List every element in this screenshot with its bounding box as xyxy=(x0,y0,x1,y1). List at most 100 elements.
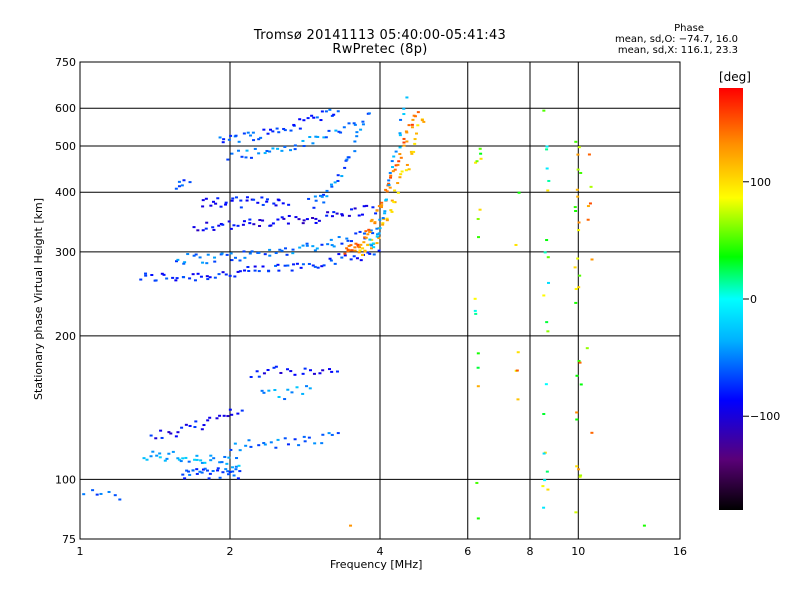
data-point xyxy=(234,465,238,468)
data-point xyxy=(244,156,248,159)
data-point xyxy=(204,227,208,230)
data-point xyxy=(268,150,272,153)
data-point xyxy=(577,468,581,471)
data-point xyxy=(158,452,162,455)
data-point xyxy=(158,456,162,459)
data-point xyxy=(346,250,350,253)
data-point xyxy=(177,458,181,461)
data-point xyxy=(238,270,242,273)
data-point xyxy=(543,479,547,482)
data-point xyxy=(385,219,389,222)
data-point xyxy=(171,276,175,279)
data-point xyxy=(293,148,297,151)
data-point xyxy=(232,224,236,227)
data-point xyxy=(174,279,178,282)
data-point xyxy=(205,275,209,278)
data-point xyxy=(209,454,213,457)
data-point xyxy=(405,163,409,166)
data-point xyxy=(579,383,583,386)
data-point xyxy=(479,152,483,155)
data-point xyxy=(236,477,240,480)
data-point xyxy=(293,373,297,376)
data-point xyxy=(329,259,333,262)
data-point xyxy=(311,216,315,219)
data-point xyxy=(364,236,368,239)
data-point xyxy=(276,263,280,266)
data-point xyxy=(302,219,306,222)
data-point xyxy=(363,249,367,252)
data-point xyxy=(139,278,143,281)
data-point xyxy=(390,166,394,169)
data-point xyxy=(578,361,582,364)
data-point xyxy=(370,218,374,221)
data-point xyxy=(274,204,278,207)
data-point xyxy=(402,144,406,147)
data-point xyxy=(274,252,278,255)
data-point xyxy=(285,253,289,256)
data-point xyxy=(320,195,324,198)
data-point xyxy=(159,429,163,432)
data-point xyxy=(576,195,580,198)
data-point xyxy=(312,116,316,119)
data-point xyxy=(237,149,241,152)
data-point xyxy=(305,244,309,247)
data-point xyxy=(291,252,295,255)
data-point xyxy=(473,309,477,312)
data-point xyxy=(187,460,191,463)
data-point xyxy=(154,437,158,440)
data-point xyxy=(315,116,319,119)
data-point xyxy=(223,455,227,458)
data-point xyxy=(163,459,167,462)
data-point xyxy=(325,195,329,198)
data-point xyxy=(576,168,580,171)
data-point xyxy=(545,148,549,151)
data-point xyxy=(370,244,374,247)
data-point xyxy=(263,443,267,446)
data-point xyxy=(186,253,190,256)
data-point xyxy=(274,365,278,368)
data-point xyxy=(239,199,243,202)
data-point xyxy=(258,219,262,222)
data-point xyxy=(203,461,207,464)
data-point xyxy=(240,155,244,158)
data-point xyxy=(361,247,365,250)
y-tick-label: 400 xyxy=(55,186,76,199)
data-point xyxy=(578,475,582,478)
data-point xyxy=(241,223,245,226)
data-point xyxy=(332,245,336,248)
data-point xyxy=(295,262,299,265)
data-point xyxy=(233,442,237,445)
data-point xyxy=(203,467,207,470)
data-point xyxy=(287,214,291,217)
data-point xyxy=(353,123,357,126)
data-point xyxy=(271,147,275,150)
data-point xyxy=(283,145,287,148)
data-point xyxy=(350,249,354,252)
data-point xyxy=(249,445,253,448)
data-point xyxy=(221,471,225,474)
data-point xyxy=(191,273,195,276)
data-point xyxy=(545,470,549,473)
data-point xyxy=(176,431,180,434)
data-point xyxy=(575,188,579,191)
data-point xyxy=(396,163,400,166)
data-point xyxy=(336,432,340,435)
data-point xyxy=(574,209,578,212)
data-point xyxy=(208,276,212,279)
data-point xyxy=(330,433,334,436)
data-point xyxy=(196,272,200,275)
data-point xyxy=(407,168,411,171)
data-point xyxy=(301,263,305,266)
y-tick-label: 600 xyxy=(55,102,76,115)
data-point xyxy=(375,242,379,245)
data-point xyxy=(222,414,226,417)
data-point xyxy=(340,256,344,259)
data-point xyxy=(301,222,305,225)
data-point xyxy=(298,127,302,130)
data-point xyxy=(316,266,320,269)
data-point xyxy=(160,272,164,275)
data-point xyxy=(252,223,256,226)
data-point xyxy=(276,218,280,221)
data-point xyxy=(327,129,331,132)
data-point xyxy=(316,135,320,138)
